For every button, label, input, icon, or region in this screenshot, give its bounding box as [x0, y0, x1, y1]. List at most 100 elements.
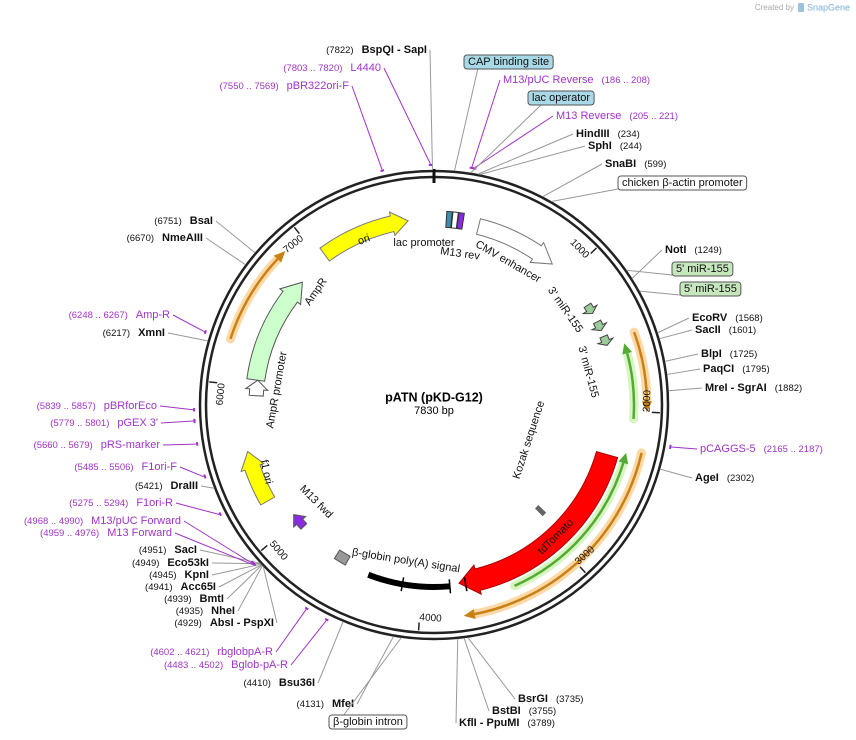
feature-label: ori [356, 232, 372, 247]
site-label: BlpI (1725) [701, 348, 757, 360]
ruler-tick [579, 566, 586, 574]
site-leader [659, 468, 693, 479]
feature-leader [626, 269, 673, 276]
site-leader [463, 637, 490, 712]
site-position: (244) [620, 141, 642, 152]
primer-range: (186 .. 208) [601, 75, 650, 86]
site-position: (3789) [528, 718, 555, 729]
cds-short-head [622, 343, 633, 355]
brand: SnapGene [807, 2, 850, 12]
primer-mark [304, 606, 309, 611]
site-position: (234) [618, 129, 640, 140]
primer-label: (4959 .. 4976) M13 Forward [40, 527, 172, 539]
site-position: (6751) [154, 216, 181, 227]
primer-range: (7803 .. 7820) [283, 63, 342, 74]
primer-range: (5660 .. 5679) [34, 440, 93, 451]
primer-name: pRS-marker [101, 439, 161, 451]
site-label: NotI (1249) [665, 244, 722, 256]
primer-range: (5779 .. 5801) [50, 418, 109, 429]
primer-name: M13/pUC Reverse [503, 74, 593, 86]
site-leader [211, 563, 262, 576]
site-leader [237, 565, 263, 612]
intron-tick [463, 577, 468, 592]
primer-range: (6248 .. 6267) [69, 310, 128, 321]
site-position: (1882) [775, 383, 802, 394]
site-name: HindIII [576, 128, 610, 140]
primer-range: (7550 .. 7569) [219, 81, 278, 92]
m13rev-box [456, 212, 465, 230]
site-label: (4949) Eco53kI [132, 557, 209, 569]
site-leader [317, 621, 344, 684]
primer-label: (4483 .. 4502) Bglob-pA-R [164, 659, 288, 671]
feature-box [527, 90, 595, 106]
ruler-tick [260, 544, 268, 552]
plasmid-length: 7830 bp [414, 405, 454, 417]
site-label: BstBI (3755) [492, 705, 556, 717]
site-label: (4935) NheI [176, 605, 235, 617]
feature-label: lac promoter [393, 237, 454, 249]
site-label: KflI - PpuMI (3789) [459, 717, 555, 729]
primer-name: rbglobpA-R [217, 646, 273, 658]
primer-leader [160, 420, 194, 424]
site-name: SacI [174, 544, 197, 556]
site-name: Acc65I [181, 581, 216, 593]
site-position: (4951) [139, 545, 166, 556]
cmv-arrow [475, 218, 554, 265]
primer-leader [671, 446, 698, 450]
site-label: (4131) MfeI [297, 698, 354, 710]
site-leader [542, 163, 603, 198]
site-position: (3735) [556, 694, 583, 705]
feature-label: Kozak sequence [511, 399, 548, 480]
site-name: MfeI [332, 698, 354, 710]
ampr-arrow [246, 281, 303, 382]
site-position: (6217) [103, 328, 130, 339]
feature-box-label: chicken β-actin promoter [622, 177, 743, 189]
site-leader [199, 549, 261, 564]
site-leader [664, 353, 699, 362]
site-name: XmnI [138, 327, 165, 339]
primer-range: (5275 .. 5294) [69, 498, 128, 509]
site-position: (4949) [132, 558, 159, 569]
feature-label: AmpR [302, 276, 329, 308]
site-name: AgeI [695, 472, 719, 484]
site-label: (6670) NmeAIII [127, 232, 203, 244]
primer-leader [174, 532, 254, 566]
site-label: PaqCI (1795) [703, 363, 770, 375]
primer-range: (4602 .. 4621) [150, 647, 209, 658]
mir-arrow [596, 334, 615, 346]
site-name: Bsu36I [279, 677, 315, 689]
primer-leader [471, 79, 501, 168]
ampr-promoter-arrow [244, 379, 269, 397]
tdtomato-arrow [458, 450, 619, 596]
site-name: EcoRV [692, 312, 728, 324]
site-label: MreI - SgrAI (1882) [705, 382, 802, 394]
laco-box [450, 211, 459, 229]
site-position: (1568) [735, 313, 762, 324]
site-leader [668, 387, 703, 392]
primer-label: M13 Reverse (205 .. 221) [556, 110, 678, 122]
site-position: (4929) [174, 618, 201, 629]
orf-long [474, 452, 643, 616]
primer-label: (6248 .. 6267) Amp-R [69, 309, 170, 321]
primer-range: (5485 .. 5506) [74, 462, 133, 473]
primer-label: (5779 .. 5801) pGEX 3' [50, 417, 158, 429]
orf-long-head [463, 609, 476, 619]
feature-leader [453, 67, 479, 172]
site-name: KflI - PpuMI [459, 717, 520, 729]
site-leader [657, 317, 690, 334]
cds-short [625, 352, 636, 420]
ruler-tick [590, 247, 598, 255]
feature-label: β-globin poly(A) signal [351, 546, 461, 575]
site-position: (599) [644, 159, 666, 170]
site-leader [356, 636, 394, 705]
primer-name: M13/pUC Forward [91, 515, 181, 527]
plasmid-name: pATN (pKD-G12) [385, 390, 483, 404]
ori-arrow [319, 211, 409, 262]
primer-range: (205 .. 221) [629, 111, 678, 122]
site-leader [455, 638, 459, 724]
primer-mark [203, 329, 207, 335]
ruler-label: 4000 [419, 612, 442, 625]
site-leader [666, 368, 701, 375]
site-name: SphI [588, 140, 612, 152]
